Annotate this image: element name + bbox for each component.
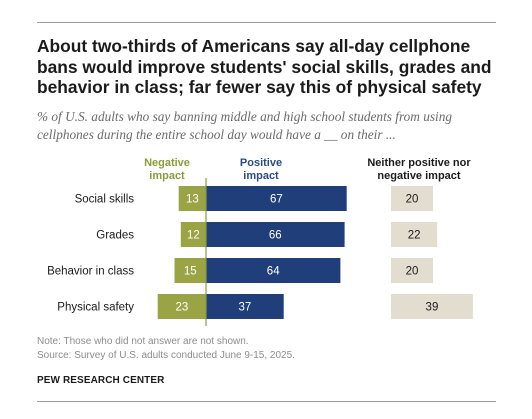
note-text: Note: Those who did not answer are not s… <box>37 336 249 347</box>
positive-bar-social-skills <box>206 186 347 211</box>
category-label-social-skills: Social skills <box>75 194 135 206</box>
organization-name: PEW RESEARCH CENTER <box>37 375 165 386</box>
negative-bar-social-skills <box>178 186 206 211</box>
category-label-behavior-in-class: Behavior in class <box>47 266 134 278</box>
neither-impact-header: Neither positive nor negative impact <box>367 157 471 182</box>
category-label-grades: Grades <box>96 230 134 242</box>
neither-bar-behavior-in-class <box>391 258 433 283</box>
top-rule <box>37 22 496 23</box>
neither-value-behavior-in-class: 20 <box>406 266 419 278</box>
negative-bar-behavior-in-class <box>174 258 206 283</box>
neither-value-physical-safety: 39 <box>426 302 439 314</box>
negative-impact-header: Negative impact <box>144 157 190 182</box>
bottom-rule <box>37 401 496 402</box>
positive-bar-behavior-in-class <box>206 258 341 283</box>
chart-subtitle: % of U.S. adults who say banning middle … <box>37 109 453 142</box>
positive-impact-header: Positive impact <box>239 157 283 182</box>
chart-title: About two-thirds of Americans say all-da… <box>37 36 492 97</box>
negative-value-behavior-in-class: 15 <box>184 266 197 278</box>
neither-bar-social-skills <box>391 186 433 211</box>
negative-value-social-skills: 13 <box>186 194 199 206</box>
negative-value-physical-safety: 23 <box>175 302 188 314</box>
negative-value-grades: 12 <box>187 230 200 242</box>
neither-bar-grades <box>391 222 438 247</box>
neither-value-grades: 22 <box>408 230 421 242</box>
positive-value-grades: 66 <box>269 230 282 242</box>
negative-bar-grades <box>180 222 206 247</box>
neither-bar-physical-safety <box>391 294 473 319</box>
source-text: Source: Survey of U.S. adults conducted … <box>37 350 295 361</box>
positive-bar-physical-safety <box>206 294 284 319</box>
category-label-physical-safety: Physical safety <box>57 302 134 314</box>
notes-block: Note: Those who did not answer are not s… <box>37 335 295 363</box>
positive-value-social-skills: 67 <box>270 194 283 206</box>
positive-value-behavior-in-class: 64 <box>267 266 280 278</box>
positive-bar-grades <box>206 222 345 247</box>
negative-bar-physical-safety <box>157 294 206 319</box>
neither-value-social-skills: 20 <box>406 194 419 206</box>
positive-value-physical-safety: 37 <box>238 302 251 314</box>
